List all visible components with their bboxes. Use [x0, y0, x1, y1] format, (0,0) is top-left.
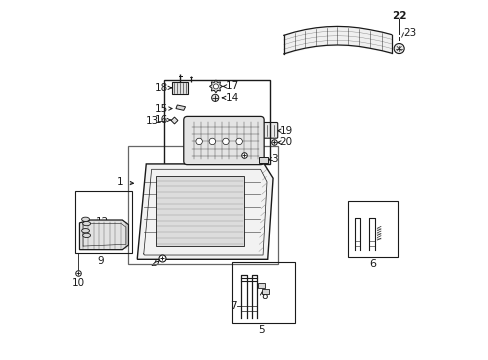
Text: 8: 8	[261, 291, 268, 301]
Bar	[347, 202, 397, 257]
Text: 11: 11	[96, 229, 109, 239]
Ellipse shape	[81, 217, 89, 221]
Text: 6: 6	[368, 259, 375, 269]
Polygon shape	[209, 80, 222, 93]
Bar	[231, 262, 294, 323]
Circle shape	[209, 138, 215, 145]
FancyBboxPatch shape	[243, 122, 277, 138]
Text: 14: 14	[225, 93, 239, 103]
Text: 2: 2	[150, 258, 157, 268]
Circle shape	[196, 138, 202, 145]
Circle shape	[234, 126, 238, 130]
Text: 15: 15	[154, 104, 167, 113]
Text: 18: 18	[154, 83, 167, 93]
Text: 1: 1	[117, 177, 123, 187]
Ellipse shape	[82, 221, 90, 226]
Circle shape	[222, 138, 229, 145]
Bar	[164, 80, 269, 164]
Bar	[172, 82, 188, 94]
Text: 21: 21	[211, 126, 224, 136]
Circle shape	[213, 84, 218, 89]
FancyBboxPatch shape	[183, 116, 264, 165]
Text: 3: 3	[271, 154, 277, 164]
Circle shape	[240, 126, 244, 130]
Bar	[258, 283, 264, 288]
Text: 20: 20	[279, 138, 292, 148]
Polygon shape	[137, 164, 272, 259]
Text: 4: 4	[233, 148, 240, 158]
Circle shape	[240, 133, 244, 137]
Bar	[228, 132, 245, 138]
Circle shape	[235, 138, 242, 145]
Circle shape	[234, 133, 238, 137]
Circle shape	[393, 44, 404, 54]
Ellipse shape	[81, 229, 89, 233]
Text: 5: 5	[258, 325, 264, 335]
Text: 16: 16	[154, 115, 167, 125]
Circle shape	[211, 94, 218, 102]
Circle shape	[229, 126, 233, 130]
Bar	[75, 191, 132, 253]
Text: 13: 13	[145, 116, 159, 126]
Ellipse shape	[82, 233, 90, 238]
Bar	[258, 157, 267, 163]
Text: 23: 23	[403, 28, 416, 38]
Text: 17: 17	[225, 81, 239, 91]
Text: 22: 22	[391, 12, 406, 21]
Circle shape	[229, 133, 233, 137]
Text: 10: 10	[72, 278, 85, 288]
Text: 9: 9	[98, 256, 104, 266]
Text: 19: 19	[279, 126, 292, 136]
Bar	[228, 125, 245, 131]
Bar	[128, 146, 278, 264]
Text: 7: 7	[229, 301, 236, 311]
Polygon shape	[80, 220, 128, 249]
Polygon shape	[176, 105, 185, 111]
Text: 12: 12	[96, 217, 109, 227]
Polygon shape	[156, 176, 244, 246]
Bar	[261, 289, 268, 294]
